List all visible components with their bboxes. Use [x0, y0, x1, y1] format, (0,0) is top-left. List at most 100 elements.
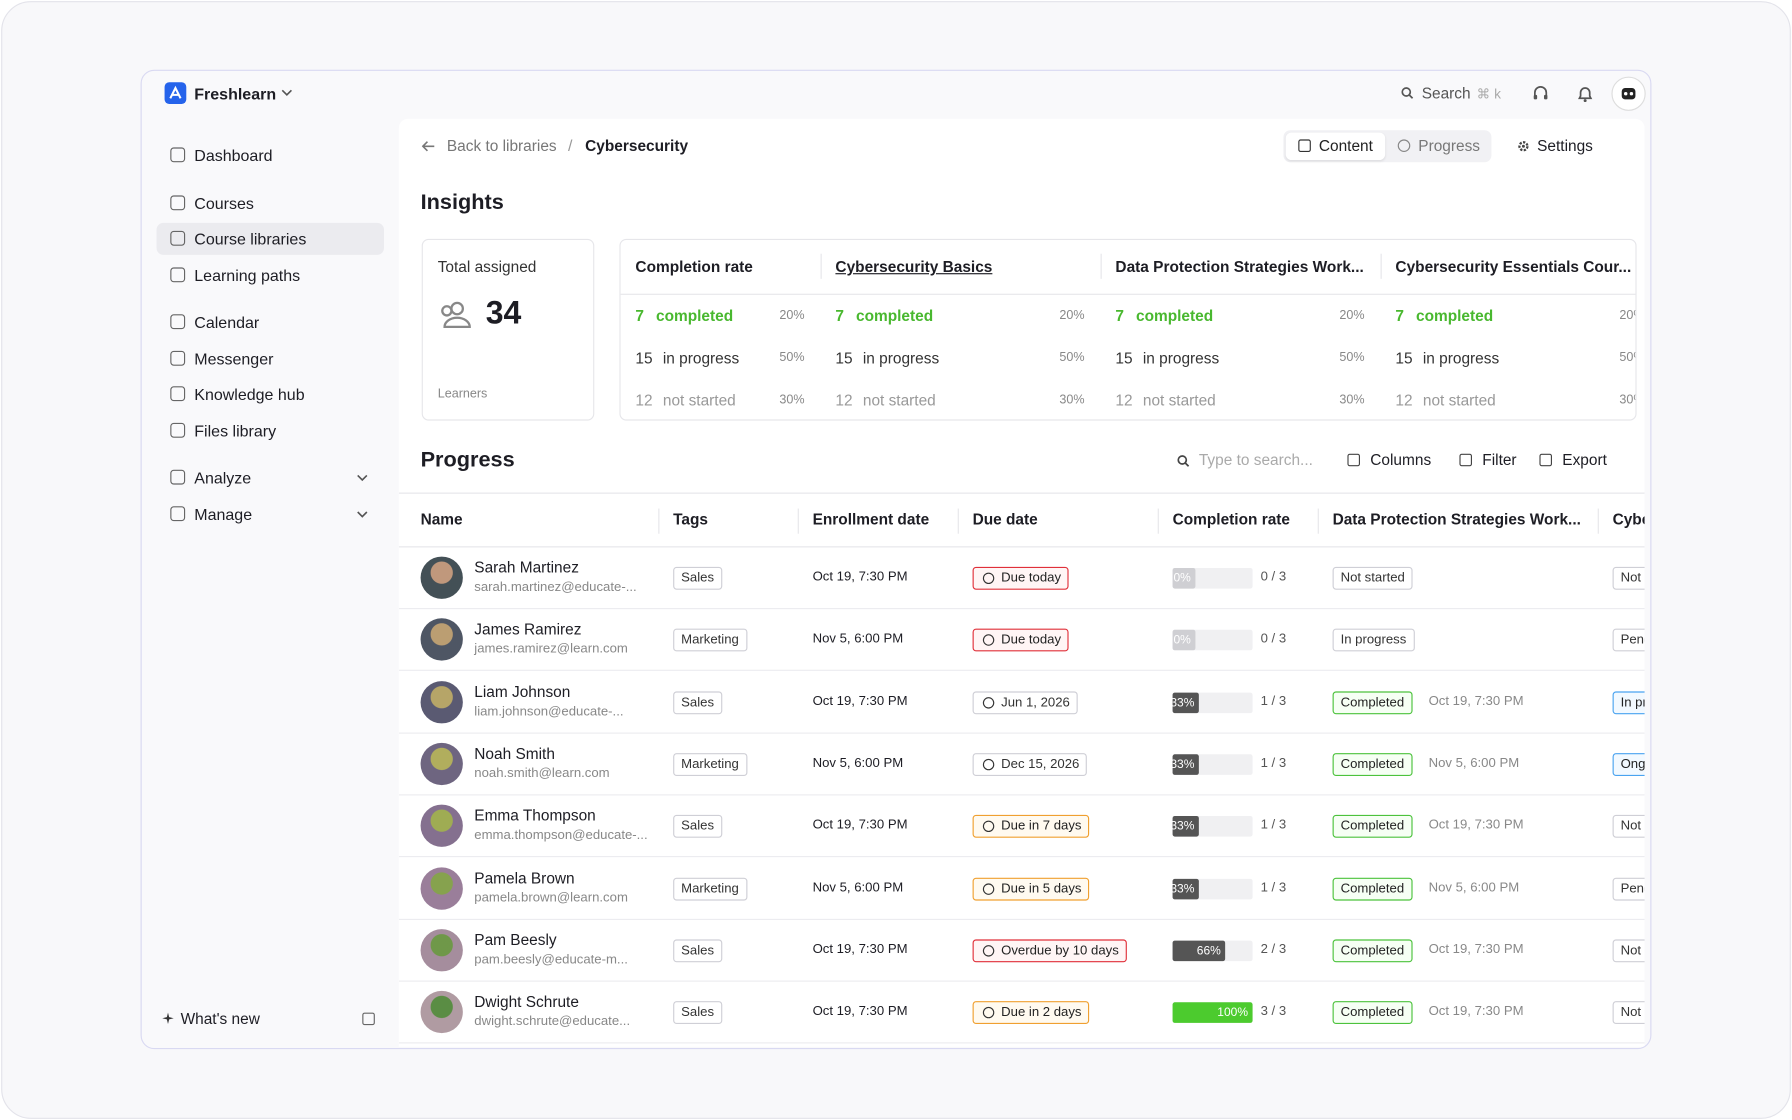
- divider: [1597, 508, 1599, 534]
- course-date: Oct 19, 7:30 PM: [1428, 942, 1524, 957]
- due-icon: [982, 634, 995, 647]
- back-link[interactable]: Back to libraries: [446, 137, 557, 155]
- stat-percent: 30%: [1059, 393, 1085, 407]
- divider: [1317, 508, 1319, 534]
- enrollment-date: Oct 19, 7:30 PM: [812, 570, 908, 584]
- tag: Sales: [673, 815, 723, 838]
- settings-icon: [1518, 141, 1529, 152]
- collapse-icon[interactable]: [362, 1012, 375, 1026]
- whats-new[interactable]: What's new: [180, 1010, 260, 1028]
- bell-icon[interactable]: [1576, 85, 1594, 103]
- insights-table: Completion rate 7 completed 20% 15 in progres…: [619, 238, 1637, 421]
- due-chip: Due in 7 days: [972, 815, 1090, 838]
- stat-count: 7: [1395, 307, 1405, 325]
- avatar-button[interactable]: [1611, 76, 1646, 111]
- column-header[interactable]: Tags: [673, 510, 709, 528]
- progress-fraction: 1 / 3: [1260, 694, 1287, 709]
- stat-percent: 30%: [779, 393, 805, 407]
- back-icon[interactable]: [421, 141, 436, 152]
- toolbar-button[interactable]: Columns: [1370, 451, 1432, 469]
- nav-item[interactable]: Files library: [194, 421, 277, 440]
- due-chip: Due today: [972, 628, 1070, 652]
- column-header[interactable]: Enrollment date: [812, 510, 930, 528]
- learner-name[interactable]: Sarah Martinez: [474, 558, 579, 576]
- tag: Sales: [673, 566, 723, 590]
- progress-label: 33%: [1170, 819, 1195, 834]
- app-name[interactable]: Freshlearn: [194, 84, 277, 103]
- due-chip: Due in 5 days: [972, 877, 1090, 900]
- column-header[interactable]: Due date: [972, 510, 1038, 528]
- divider: [1157, 508, 1159, 534]
- column-header[interactable]: Cybersecurity Essentials Cour...: [1612, 510, 1645, 528]
- expand-chevron[interactable]: [357, 509, 368, 518]
- learner-name[interactable]: Pamela Brown: [474, 869, 575, 887]
- nav-item[interactable]: Courses: [194, 193, 254, 212]
- progress-fill: 33%: [1170, 816, 1199, 837]
- learner-name[interactable]: James Ramirez: [474, 620, 582, 639]
- tag: Sales: [673, 690, 723, 714]
- nav-icon: [170, 469, 186, 485]
- enrollment-date: Nov 5, 6:00 PM: [812, 880, 904, 895]
- course-status: Pending: [1612, 628, 1645, 652]
- due-label: Dec 15, 2026: [1001, 757, 1080, 772]
- toolbar-icon: [1459, 453, 1472, 467]
- nav-item[interactable]: Dashboard: [194, 146, 273, 165]
- course-status: Completed: [1332, 690, 1413, 714]
- toolbar-button[interactable]: Export: [1562, 451, 1607, 469]
- content-panel: Back to libraries / Cybersecurity Conten…: [398, 118, 1645, 1047]
- table-row: Noah Smith noah.smith@learn.com Marketing N…: [398, 734, 1645, 796]
- learner-email: pamela.brown@learn.com: [474, 890, 628, 905]
- column-header[interactable]: Data Protection Strategies Work...: [1332, 510, 1581, 528]
- tab-icon: [1298, 139, 1311, 152]
- nav-icon: [170, 266, 186, 282]
- learner-name[interactable]: Liam Johnson: [474, 682, 571, 701]
- progress-fraction: 0 / 3: [1260, 632, 1287, 647]
- course-status: Completed: [1332, 1001, 1413, 1025]
- stat-label: completed: [855, 307, 934, 325]
- avatar: [420, 680, 463, 723]
- enrollment-date: Oct 19, 7:30 PM: [812, 818, 908, 833]
- expand-chevron[interactable]: [357, 473, 368, 482]
- learner-name[interactable]: Emma Thompson: [474, 807, 596, 825]
- learner-name[interactable]: Noah Smith: [474, 745, 555, 763]
- due-label: Due today: [1001, 633, 1062, 648]
- due-label: Due in 5 days: [1001, 881, 1082, 896]
- toolbar-button[interactable]: Filter: [1482, 451, 1517, 469]
- tag: Sales: [673, 1001, 723, 1025]
- divider: [620, 293, 1636, 295]
- stat-count: 7: [1115, 307, 1125, 325]
- nav-item[interactable]: Manage: [194, 504, 253, 523]
- support-icon[interactable]: [1531, 85, 1549, 103]
- column-header[interactable]: Name: [420, 510, 463, 528]
- tab[interactable]: Progress: [1385, 133, 1489, 160]
- stat-percent: 20%: [1339, 308, 1365, 323]
- stat-label: not started: [862, 391, 936, 410]
- stat-label: not started: [1142, 391, 1216, 410]
- nav-item[interactable]: Analyze: [194, 468, 252, 487]
- table-row: Dwight Schrute dwight.schrute@educate... S…: [398, 982, 1645, 1044]
- settings-button[interactable]: Settings: [1537, 137, 1593, 155]
- nav-item[interactable]: Learning paths: [194, 265, 301, 284]
- nav-item[interactable]: Knowledge hub: [194, 385, 305, 404]
- tag: Marketing: [673, 877, 747, 900]
- stat-percent: 50%: [779, 350, 805, 365]
- due-label: Due today: [1001, 571, 1062, 586]
- learner-name[interactable]: Pam Beesly: [474, 931, 557, 949]
- nav-item[interactable]: Messenger: [194, 349, 274, 368]
- progress-fill: 66%: [1172, 940, 1226, 961]
- column-header[interactable]: Completion rate: [1172, 510, 1291, 528]
- table-search[interactable]: Type to search...: [1198, 451, 1313, 469]
- nav-item[interactable]: Calendar: [194, 313, 260, 332]
- column-title[interactable]: Cybersecurity Basics: [835, 258, 993, 276]
- stat-label: completed: [1415, 307, 1494, 325]
- breadcrumb-separator: /: [567, 135, 573, 155]
- chevron[interactable]: [281, 88, 292, 97]
- stat-label: not started: [662, 391, 736, 410]
- header-bg: [398, 492, 1645, 548]
- nav-item[interactable]: Course libraries: [194, 229, 307, 248]
- progress-label: 0%: [1173, 571, 1191, 586]
- section-title: Progress: [420, 447, 515, 472]
- tab[interactable]: Content: [1285, 132, 1386, 160]
- search[interactable]: Search: [1421, 84, 1471, 102]
- learner-name[interactable]: Dwight Schrute: [474, 993, 579, 1011]
